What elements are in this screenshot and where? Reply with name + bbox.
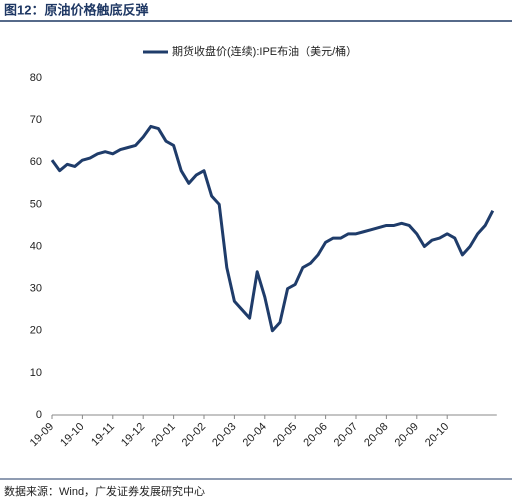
y-tick-label: 50 [30,198,42,210]
y-tick-label: 60 [30,156,42,168]
x-tick-label: 19-12 [119,421,147,449]
x-tick-label: 20-01 [149,421,177,449]
x-tick-label: 19-10 [58,421,86,449]
y-tick-label: 80 [30,72,42,84]
x-tick-label: 19-11 [89,421,117,449]
x-tick-label: 20-08 [362,421,390,449]
line-series [50,124,495,333]
y-tick-label: 70 [30,114,42,126]
x-tick-label: 20-04 [241,421,269,449]
y-tick-label: 10 [30,367,42,379]
chart-title: 图12：原油价格触底反弹 [4,2,148,17]
y-tick-label: 30 [30,283,42,295]
x-tick-label: 20-10 [423,421,451,449]
x-tick-label: 19-09 [28,421,56,449]
x-tick-label: 20-06 [301,421,329,449]
source: 数据来源：Wind，广发证券发展研究中心 [4,484,205,498]
legend-label: 期货收盘价(连续):IPE布油（美元/桶） [172,44,357,58]
x-tick-label: 20-09 [393,421,421,449]
x-tick-label: 20-03 [210,421,238,449]
x-tick-label: 20-05 [271,421,299,449]
x-tick-label: 20-02 [180,421,208,449]
y-tick-label: 0 [36,409,42,421]
x-tick-label: 20-07 [332,421,360,449]
y-tick-label: 20 [30,325,42,337]
y-tick-label: 40 [30,240,42,252]
